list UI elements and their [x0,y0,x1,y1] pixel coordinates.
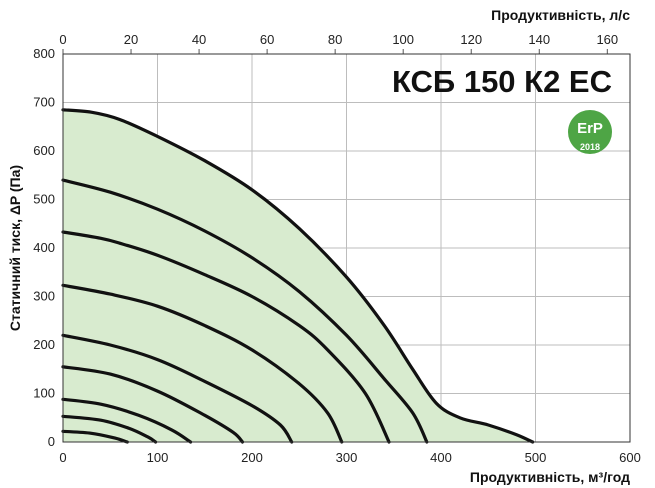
tick-labels: 0 100 200 300 400 500 600 0 20 40 60 80 100 120 140 160… [33,32,641,465]
x2-tick-label: 100 [392,32,414,47]
y-tick-label: 0 [48,434,55,449]
x-tick-label: 400 [430,450,452,465]
performance-curve-5 [61,333,294,444]
x2-tick-label: 80 [328,32,342,47]
y-axis-label: Статичний тиск, ΔP (Па) [7,165,23,331]
x2-tick-label: 140 [528,32,550,47]
x-tick-label: 300 [336,450,358,465]
performance-curve-4 [61,283,344,444]
x-axis-label: Продуктивність, м³/год [470,469,630,485]
y-tick-label: 700 [33,95,55,110]
x2-tick-label: 0 [59,32,66,47]
x2-tick-label: 160 [596,32,618,47]
x2-tick-label: 120 [460,32,482,47]
erp-badge-year: 2018 [580,142,600,152]
x-tick-label: 500 [525,450,547,465]
x-tick-label: 600 [619,450,641,465]
y-tick-label: 800 [33,46,55,61]
x-tick-label: 200 [241,450,263,465]
chart-title: КСБ 150 К2 ЕС [392,64,612,99]
performance-curve-2 [61,178,429,444]
performance-curves [61,108,535,444]
erp-badge-icon: ErP 2018 [568,110,612,154]
performance-curve-1 [61,108,535,444]
performance-curve-8 [61,414,158,444]
y-tick-label: 600 [33,143,55,158]
x-tick-label: 0 [59,450,66,465]
performance-curve-9 [61,429,129,444]
erp-badge-text: ErP [577,120,603,137]
y-tick-label: 500 [33,192,55,207]
x-tick-label: 100 [147,450,169,465]
x2-axis-label: Продуктивність, л/с [491,7,630,23]
y-tick-label: 400 [33,240,55,255]
performance-curve-7 [61,397,193,444]
y-tick-label: 300 [33,289,55,304]
performance-area [63,109,533,443]
x2-tick-label: 60 [260,32,274,47]
x2-tick-label: 20 [124,32,138,47]
performance-curve-3 [61,230,391,444]
y-tick-label: 200 [33,337,55,352]
performance-curve-6 [61,365,245,444]
x2-tick-label: 40 [192,32,206,47]
y-tick-label: 100 [33,386,55,401]
plot-frame [62,53,631,443]
